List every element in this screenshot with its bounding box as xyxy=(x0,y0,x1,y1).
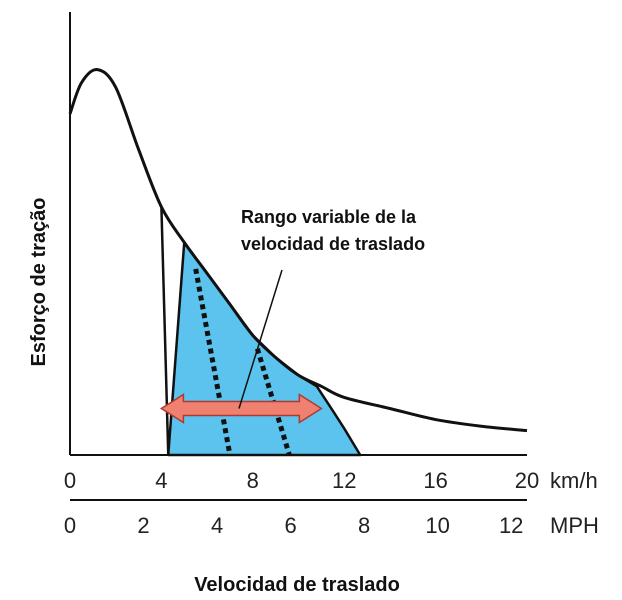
mph-unit-label: MPH xyxy=(550,513,599,538)
plot-area: 0 4 8 12 16 200 2 4 6 8 10 12 xyxy=(64,12,539,538)
dotted-line-1 xyxy=(193,268,233,456)
kmh-tick-label: 16 xyxy=(423,468,447,493)
tractive-effort-curve xyxy=(68,68,528,433)
kmh-tick-label: 0 xyxy=(64,468,76,493)
kmh-tick-label: 12 xyxy=(332,468,356,493)
mph-tick-label: 0 xyxy=(64,513,76,538)
kmh-tick-label: 20 xyxy=(515,468,539,493)
x-axis-title: Velocidad de traslado xyxy=(194,574,400,596)
kmh-unit-label: km/h xyxy=(550,468,598,493)
annotation-line-2: velocidad de traslado xyxy=(241,234,425,254)
annotation-leader-line xyxy=(238,269,283,409)
mph-tick-label: 8 xyxy=(358,513,370,538)
mph-tick-label: 2 xyxy=(137,513,149,538)
speed-range-arrow xyxy=(160,393,323,424)
mph-tick-label: 10 xyxy=(425,513,449,538)
annotation-line-1: Rango variable de la xyxy=(241,207,417,227)
mph-tick-label: 4 xyxy=(211,513,223,538)
kmh-tick-label: 4 xyxy=(155,468,167,493)
mph-tick-label: 6 xyxy=(284,513,296,538)
kmh-tick-label: 8 xyxy=(247,468,259,493)
y-axis-title: Esforço de tração xyxy=(28,198,50,367)
mph-tick-label: 12 xyxy=(499,513,523,538)
